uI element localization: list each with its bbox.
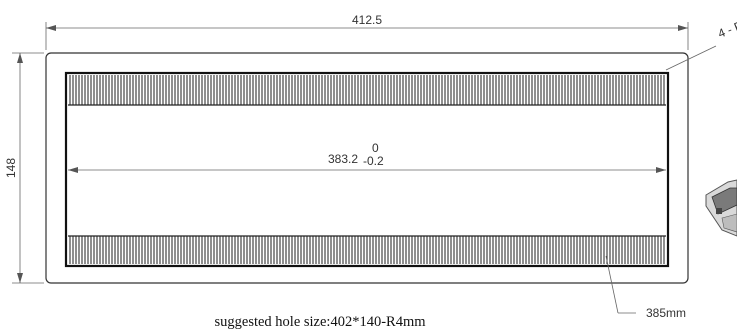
inner-width-label: 383.2 xyxy=(328,152,358,166)
suggested-hole-caption: suggested hole size:402*140-R4mm xyxy=(214,314,426,330)
product-thumbnail xyxy=(705,179,737,237)
depth-label: 385mm xyxy=(646,306,686,320)
depth-callout: 385mm xyxy=(605,255,686,320)
overall-height-dimension: 148 xyxy=(4,52,44,284)
overall-height-label: 148 xyxy=(4,158,18,178)
top-brush-strip xyxy=(68,75,666,105)
corner-radius-label: 4 - R3 xyxy=(716,15,737,40)
inner-width-dimension: 383.2 0 -0.2 xyxy=(68,141,666,173)
tolerance-upper: 0 xyxy=(372,141,379,155)
bottom-brush-strip xyxy=(68,236,666,264)
overall-width-label: 412.5 xyxy=(352,13,382,27)
tolerance-lower: -0.2 xyxy=(363,154,384,168)
overall-width-dimension: 412.5 xyxy=(45,13,689,50)
